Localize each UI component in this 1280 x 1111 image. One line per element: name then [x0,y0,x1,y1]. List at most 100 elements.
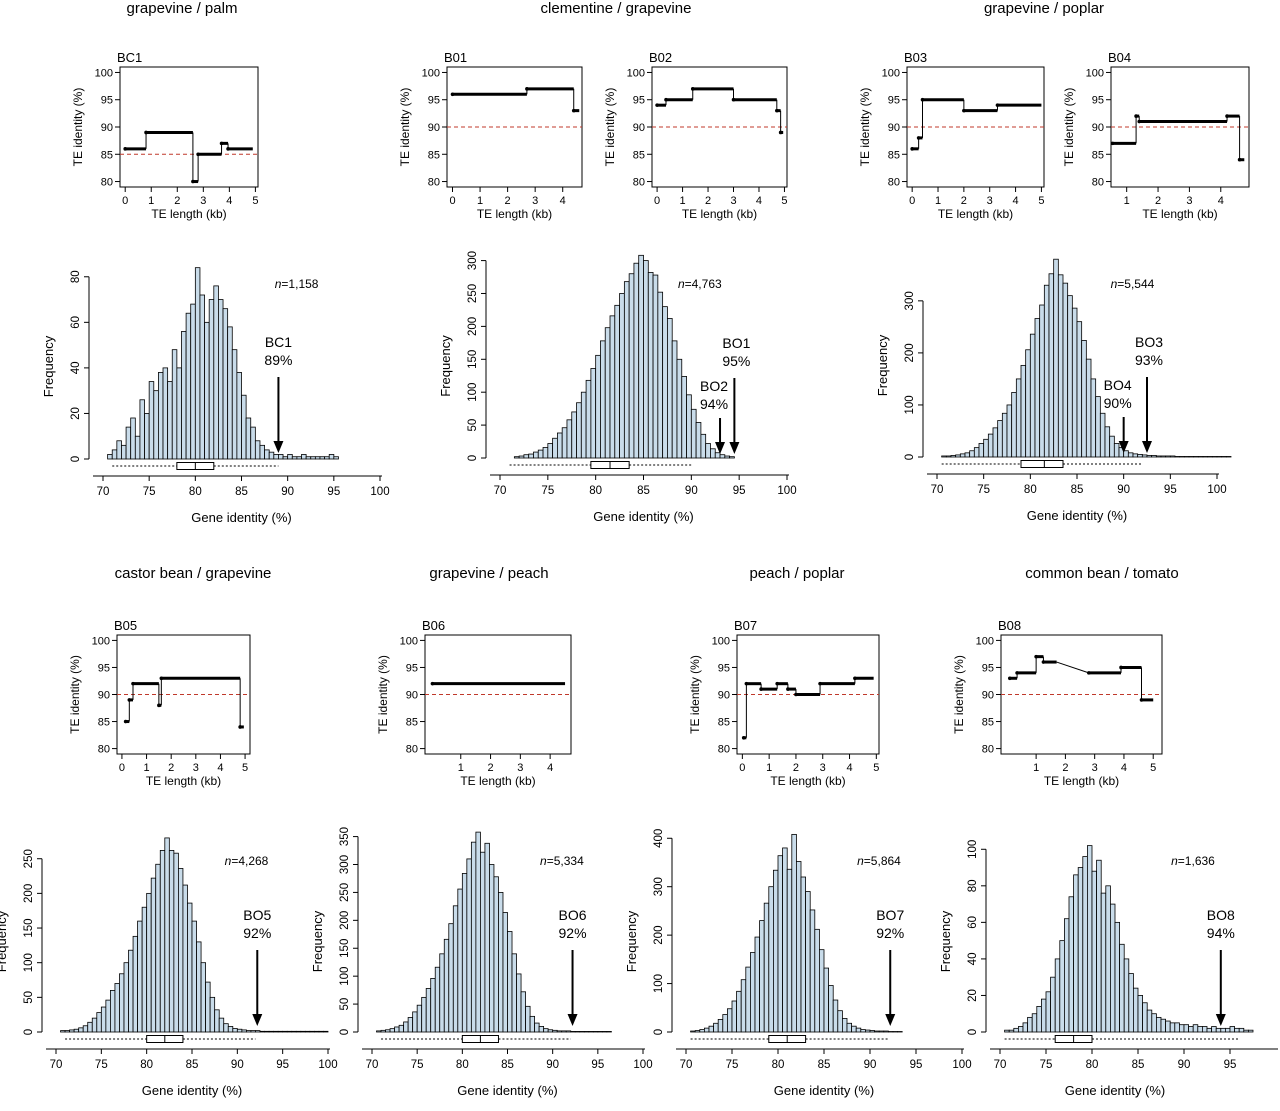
y-tick-label: 0 [467,455,479,461]
x-tick-label: 80 [189,486,202,498]
y-tick-label: 50 [339,998,351,1011]
x-tick-label: 75 [143,486,156,498]
histogram-bar [1160,1018,1166,1033]
histogram-bar [638,254,644,459]
segment-point [690,87,695,91]
histogram-bar [173,852,179,1033]
histogram-bar [1137,995,1143,1033]
histogram-bar [542,447,549,459]
x-tick-label: 80 [1024,484,1037,496]
histogram-bar [614,304,620,459]
histogram-bar [537,449,544,459]
histogram-bar [157,372,164,460]
y-tick-label: 85 [633,149,645,161]
x-tick-label: 1 [1124,195,1130,207]
x-tick-label: 1 [680,195,686,207]
histogram-bar [479,851,486,1033]
histogram-bar [609,315,616,459]
x-axis-label: TE length (kb) [477,207,552,221]
x-tick-label: 3 [987,195,993,207]
histogram-bar [759,920,765,1033]
histogram-bar [300,1030,306,1033]
histogram-bar [313,1030,320,1033]
y-tick-label: 250 [339,883,351,902]
histogram-bar [137,920,143,1033]
histogram-bar [227,326,233,460]
histogram-bar [628,273,635,459]
segment-point [995,103,1000,107]
y-axis-label: Frequency [938,910,953,972]
histogram-bar [600,340,606,459]
x-tick-label: 4 [846,762,852,774]
y-tick-label: 50 [23,991,35,1004]
histogram-bar [983,438,989,458]
x-tick-label: 2 [961,195,967,207]
y-tick-label: 95 [982,662,994,674]
y-tick-label: 95 [406,662,418,674]
x-tick-label: 4 [1013,195,1019,207]
y-axis-label: Frequency [624,910,639,972]
histogram-bar [333,456,339,460]
panel-label: B04 [1108,50,1131,65]
x-tick-label: 80 [1086,1059,1099,1071]
x-tick-label: 85 [1071,484,1084,496]
histogram-bar [1027,1016,1033,1033]
y-tick-label: 60 [70,316,82,329]
segment-point [775,681,779,686]
histogram-bar [592,1031,599,1033]
histogram-bar [412,1011,418,1033]
x-axis-label: Gene identity (%) [1027,508,1127,523]
sample-size-value: =4,268 [231,854,268,868]
histogram-bar [304,1030,311,1033]
histogram-bar [218,299,224,460]
x-tick-label: 70 [50,1059,63,1071]
histogram-bar [722,1014,728,1033]
histogram-bar [547,1029,554,1033]
histogram-bar [955,454,961,458]
annotation-arrow-head [729,442,740,454]
histogram-bar [1151,455,1157,458]
histogram-bar [128,949,134,1033]
histogram-bar [869,1030,875,1033]
histogram-bar [87,1021,93,1033]
segment-point [744,681,749,686]
histogram-bar [727,1008,733,1033]
segment-point [1119,665,1123,670]
y-tick-label: 85 [101,149,113,161]
x-tick-label: 100 [777,485,796,497]
x-tick-label: 95 [1164,484,1177,496]
histogram-bar [287,454,293,460]
annotation-percent: 92% [559,925,587,941]
segment-point [127,698,132,702]
x-tick-label: 2 [1062,762,1068,774]
histogram-castor-bean-grapevine: 0 50 100 150 200 250 Frequency 70 75 80 85 90 95 100 G… [0,837,338,1098]
segment-point [794,692,798,697]
histogram-bar [1192,1024,1199,1033]
sample-size-prefix: n [857,854,864,868]
histogram-bar [786,868,793,1033]
histogram-bar [1018,1026,1024,1033]
x-tick-label: 5 [1038,195,1044,207]
histogram-bar [146,892,152,1033]
y-tick-label: 100 [92,635,110,647]
histogram-bar [231,349,238,460]
annotation-label: BO6 [559,907,587,923]
histogram-bar [1013,1027,1019,1033]
segment-point [226,147,230,151]
histogram-bar [78,1027,84,1033]
annotation-percent: 95% [722,353,750,369]
histogram-bar [1043,284,1050,458]
segment-point [191,179,195,184]
y-tick-label: 95 [98,662,110,674]
y-tick-label: 90 [428,122,440,134]
y-tick-label: 80 [98,744,110,756]
y-tick-label: 20 [967,989,979,1002]
x-tick-label: 95 [591,1059,604,1071]
histogram-bar [1015,378,1022,458]
histogram-bar [699,1029,705,1033]
segment-point [731,97,736,102]
histogram-bar [398,1024,405,1033]
histogram-bar [745,966,751,1033]
histogram-bar [773,869,779,1033]
y-tick-label: 80 [633,177,645,189]
